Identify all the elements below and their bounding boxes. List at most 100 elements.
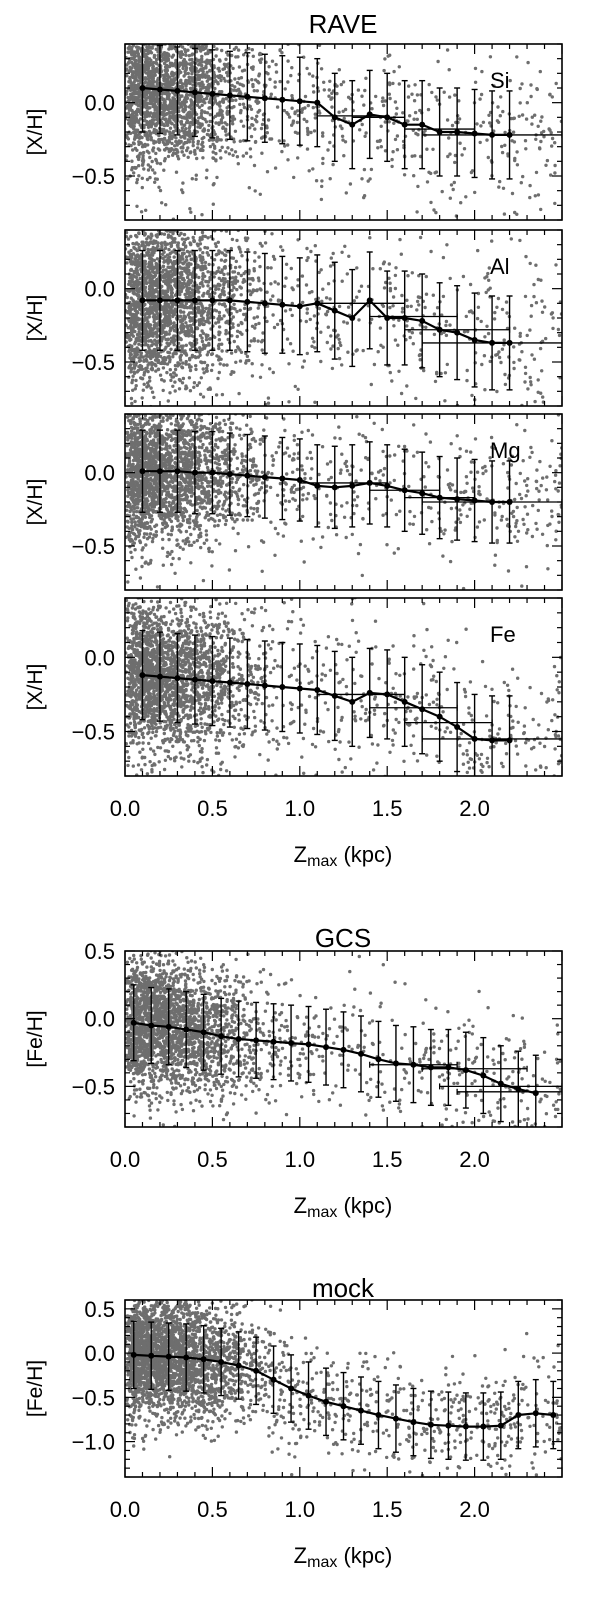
scatter-point <box>171 225 174 228</box>
scatter-point <box>147 264 151 268</box>
scatter-point <box>214 158 218 162</box>
scatter-point <box>241 30 244 33</box>
scatter-point <box>326 282 331 286</box>
element-label: Si <box>490 68 510 93</box>
scatter-point <box>155 40 158 43</box>
scatter-point <box>271 294 275 298</box>
scatter-point <box>485 324 489 328</box>
scatter-point <box>271 370 275 375</box>
scatter-point <box>169 336 174 340</box>
scatter-point <box>151 334 155 338</box>
scatter-point <box>129 56 133 61</box>
scatter-point <box>400 310 405 314</box>
scatter-point <box>249 26 252 29</box>
scatter-point <box>163 321 167 325</box>
scatter-point <box>200 261 204 265</box>
scatter-point <box>196 119 200 124</box>
scatter-point <box>165 68 169 73</box>
scatter-point <box>413 83 417 87</box>
scatter-point <box>327 88 331 92</box>
scatter-point <box>205 313 210 318</box>
scatter-point <box>131 126 136 131</box>
scatter-point <box>173 240 177 244</box>
scatter-point <box>135 148 139 152</box>
scatter-point <box>283 87 287 91</box>
scatter-point <box>272 325 277 330</box>
scatter-point <box>134 378 138 383</box>
scatter-point <box>518 334 522 338</box>
scatter-point <box>151 29 154 32</box>
scatter-point <box>476 248 480 253</box>
scatter-point <box>314 179 319 183</box>
scatter-point <box>171 32 174 35</box>
scatter-point <box>204 306 208 311</box>
scatter-point <box>156 147 160 151</box>
scatter-point <box>341 109 345 114</box>
scatter-point <box>188 207 192 211</box>
scatter-point <box>313 346 317 350</box>
scatter-point <box>540 310 545 314</box>
scatter-point <box>485 138 489 142</box>
scatter-point <box>188 76 193 80</box>
scatter-point <box>393 338 398 342</box>
scatter-point <box>137 57 141 61</box>
scatter-point <box>132 355 137 359</box>
scatter-point <box>199 313 204 318</box>
scatter-point <box>151 64 155 69</box>
scatter-point <box>431 147 435 151</box>
scatter-point <box>165 12 168 15</box>
scatter-point <box>187 93 192 97</box>
scatter-point <box>149 28 152 31</box>
scatter-point <box>515 163 520 167</box>
scatter-point <box>200 68 204 72</box>
scatter-point <box>221 37 224 40</box>
scatter-point <box>241 154 245 158</box>
scatter-point <box>153 39 156 42</box>
scatter-point <box>313 400 317 404</box>
scatter-point <box>200 103 204 108</box>
scatter-point <box>164 24 167 27</box>
scatter-point <box>134 384 138 388</box>
scatter-point <box>166 121 170 125</box>
scatter-point <box>208 69 212 73</box>
scatter-point <box>190 112 195 116</box>
scatter-point <box>553 171 557 175</box>
scatter-point <box>209 352 214 357</box>
scatter-point <box>395 106 399 111</box>
scatter-point <box>170 291 174 295</box>
scatter-point <box>172 272 177 277</box>
scatter-point <box>214 321 218 325</box>
scatter-point <box>239 119 243 123</box>
scatter-point <box>137 164 141 168</box>
scatter-point <box>518 238 522 243</box>
scatter-point <box>250 123 254 127</box>
scatter-point <box>152 141 156 145</box>
scatter-point <box>501 186 506 190</box>
scatter-point <box>322 80 326 85</box>
scatter-point <box>209 59 213 63</box>
scatter-point <box>183 69 187 74</box>
scatter-point <box>189 7 192 10</box>
scatter-point <box>273 85 277 89</box>
scatter-point <box>220 121 224 125</box>
scatter-point <box>256 110 260 114</box>
scatter-point <box>131 252 136 256</box>
scatter-point <box>189 257 193 262</box>
scatter-point <box>139 364 144 369</box>
scatter-point <box>141 388 145 392</box>
scatter-point <box>158 162 163 166</box>
scatter-point <box>549 173 553 177</box>
scatter-point <box>221 100 226 105</box>
scatter-point <box>236 55 240 59</box>
scatter-point <box>146 168 151 172</box>
scatter-point <box>251 54 255 58</box>
scatter-point <box>152 174 155 177</box>
scatter-point <box>346 305 351 309</box>
scatter-point <box>251 278 255 282</box>
scatter-point <box>444 319 449 324</box>
scatter-point <box>197 295 201 300</box>
scatter-point <box>193 0 196 2</box>
scatter-point <box>127 60 131 65</box>
scatter-point <box>171 153 175 157</box>
scatter-point <box>220 392 225 397</box>
